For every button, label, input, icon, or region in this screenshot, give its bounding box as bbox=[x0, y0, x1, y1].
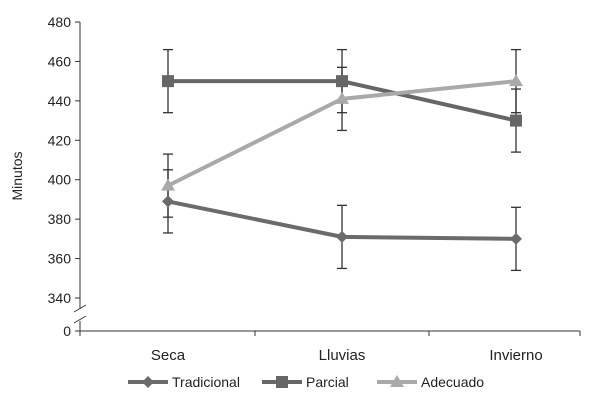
y-tick-label: 480 bbox=[48, 14, 72, 30]
y-tick-label: 380 bbox=[48, 211, 72, 227]
y-tick-label: 400 bbox=[48, 172, 72, 188]
legend-label-tradicional: Tradicional bbox=[172, 374, 240, 390]
y-tick-label: 340 bbox=[48, 290, 72, 306]
point-parcial bbox=[162, 75, 174, 88]
y-tick-label: 420 bbox=[48, 132, 72, 148]
point-parcial bbox=[336, 75, 348, 88]
y-tick-label: 460 bbox=[48, 53, 72, 69]
point-adecuado bbox=[161, 178, 175, 191]
y-tick-label: 0 bbox=[63, 323, 71, 339]
axes: 340 360 380 400 420 440 460 480 0 Minutos Seca Lluv… bbox=[9, 14, 581, 364]
axis-break-mark bbox=[73, 315, 87, 324]
y-axis-label: Minutos bbox=[9, 151, 25, 200]
legend: Tradicional Parcial Adecuado bbox=[128, 374, 484, 390]
x-tick-label: Invierno bbox=[489, 347, 542, 364]
point-tradicional bbox=[162, 195, 174, 208]
legend-marker-tradicional bbox=[142, 376, 154, 388]
legend-marker-adecuado bbox=[390, 375, 404, 387]
x-tick-label: Lluvias bbox=[319, 347, 366, 364]
y-tick-label: 360 bbox=[48, 251, 72, 267]
legend-label-adecuado: Adecuado bbox=[421, 374, 484, 390]
point-tradicional bbox=[336, 230, 348, 243]
x-tick-label: Seca bbox=[151, 347, 186, 364]
point-parcial bbox=[510, 114, 522, 127]
point-adecuado bbox=[509, 74, 523, 87]
series-markers bbox=[161, 74, 523, 245]
axis-break-mark bbox=[73, 304, 87, 313]
legend-label-parcial: Parcial bbox=[306, 374, 349, 390]
point-tradicional bbox=[510, 232, 522, 245]
y-tick-label: 440 bbox=[48, 93, 72, 109]
point-adecuado bbox=[335, 91, 349, 104]
legend-marker-parcial bbox=[276, 376, 288, 388]
